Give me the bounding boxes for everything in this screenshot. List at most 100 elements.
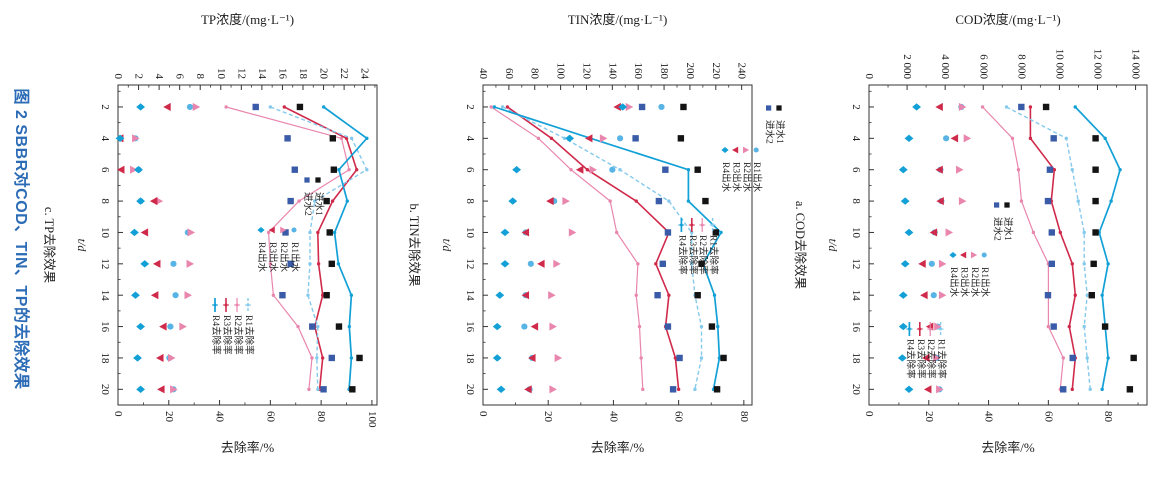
rate-vertex-dot (1082, 230, 1086, 235)
legend-entry-influent2: 进水2 (992, 202, 1004, 241)
data-marker (993, 202, 1000, 208)
legend-label: R2去除率 (697, 235, 709, 275)
legend-entry-r3_removal: R3去除率 (687, 218, 699, 275)
conc-tick-label: 20 (318, 68, 330, 80)
time-tick-label: 6 (99, 167, 111, 173)
panel-b-chart: 40 60 80 100 120 140 160 180 200 220 240TIN浓度/(mg·… (407, 12, 786, 455)
rate-vertex-dot (337, 168, 341, 172)
legend-entry-r4_removal: R4去除率 (904, 322, 916, 379)
legend-label: R3出水 (730, 162, 742, 193)
rate-vertex-dot (549, 136, 554, 141)
data-marker (589, 165, 598, 174)
rate-vertex-dot (699, 324, 704, 329)
conc-tick-label: 14 000 (1130, 49, 1142, 80)
figure-caption: 图 2 SBBR对COD、TIN、TP的去除效果 (12, 88, 29, 390)
rate-axis-title: 去除率/% (221, 440, 275, 455)
rate-polyline (982, 106, 1064, 390)
time-tick-label: 16 (99, 321, 111, 333)
data-marker (279, 291, 286, 299)
series-influent2 (632, 103, 683, 393)
rate-polyline (1029, 107, 1077, 390)
rate-vertex-dot (614, 230, 619, 235)
data-marker (170, 385, 178, 394)
rate-vertex-dot (297, 199, 301, 203)
data-marker (655, 197, 663, 205)
line-r1_removal (268, 105, 369, 392)
data-marker (521, 291, 530, 300)
legend-line-dot (907, 327, 911, 331)
series-influent2 (1018, 103, 1076, 393)
line-r3_removal (505, 105, 681, 392)
legend-label: R3去除率 (687, 235, 699, 275)
time-tick-label: 20 (99, 384, 111, 396)
data-marker (309, 323, 316, 330)
data-marker (115, 134, 125, 143)
data-marker (152, 259, 161, 268)
data-marker (524, 385, 532, 394)
data-marker (329, 135, 337, 142)
data-marker (1050, 323, 1057, 330)
conc-tick-label: 2 000 (901, 54, 913, 79)
time-tick-label: 4 (99, 136, 111, 142)
time-tick-label: 14 (99, 290, 111, 302)
rate-axis-title: 去除率/% (591, 440, 645, 455)
rate-vertex-dot (1019, 199, 1024, 203)
data-marker (1130, 354, 1137, 362)
legend-label: R1出水 (751, 162, 763, 193)
rate-vertex-dot (585, 168, 590, 172)
data-marker (356, 354, 363, 362)
rate-vertex-dot (271, 293, 276, 297)
rate-vertex-dot (347, 324, 352, 329)
legend-entry-influent1: 进水1 (313, 177, 325, 216)
legend-line-dot (679, 223, 683, 227)
plot-frame (482, 84, 753, 406)
conc-axis-title: COD浓度/(mg·L⁻¹) (955, 12, 1060, 27)
data-marker (613, 102, 621, 112)
series-r2_effluent (130, 102, 201, 394)
conc-tick-label: 4 (153, 74, 165, 80)
data-marker (328, 354, 335, 362)
rate-vertex-dot (1109, 199, 1113, 203)
data-marker (565, 134, 575, 143)
rate-vertex-dot (667, 199, 671, 203)
time-tick-label: 6 (850, 167, 862, 173)
time-tick-label: 16 (464, 321, 476, 333)
conc-tick-label: 12 (235, 68, 247, 79)
data-marker (549, 322, 557, 331)
rate-vertex-dot (308, 262, 312, 266)
data-marker (662, 166, 669, 173)
rate-vertex-dot (717, 356, 722, 360)
data-marker (713, 386, 721, 393)
rate-vertex-dot (980, 105, 985, 109)
legend-label: R2出水 (741, 162, 753, 193)
data-marker (618, 103, 628, 111)
line-r4_removal (1073, 105, 1122, 392)
rate-vertex-dot (345, 199, 349, 203)
rate-polyline (490, 106, 644, 390)
conc-tick-label: 160 (632, 63, 644, 80)
legend-entry-r1_removal: R1去除率 (243, 298, 255, 355)
data-marker (304, 177, 310, 183)
data-marker (958, 196, 967, 206)
legend-entry-r1_removal: R1去除率 (708, 218, 720, 275)
conc-tick-label: 10 000 (1053, 49, 1065, 80)
data-marker (257, 226, 265, 234)
data-marker (1004, 202, 1010, 208)
series-r3_effluent (918, 102, 959, 394)
data-marker (956, 165, 964, 174)
data-marker (530, 322, 539, 331)
rate-vertex-dot (344, 136, 349, 141)
data-marker (1048, 229, 1055, 236)
line-r2_removal (489, 105, 645, 392)
data-marker (928, 260, 935, 267)
conc-tick-label: 22 (338, 68, 350, 79)
data-marker (156, 353, 164, 363)
data-marker (155, 196, 164, 206)
legend-label: R2出水 (278, 242, 290, 273)
data-marker (280, 226, 287, 234)
data-marker (900, 260, 910, 268)
series-r1_effluent (521, 103, 665, 393)
conc-tick-label: 6 000 (977, 54, 989, 79)
legend-entry-r2_removal: R2去除率 (925, 322, 937, 379)
